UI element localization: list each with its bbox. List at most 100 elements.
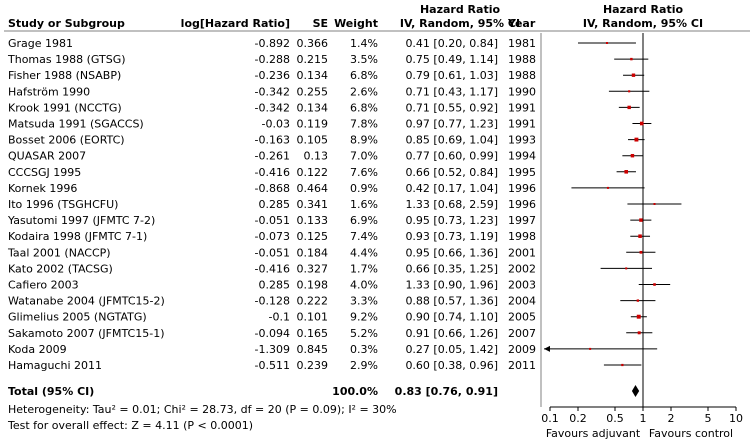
study-weight: 2.6%: [350, 85, 378, 98]
study-name: Thomas 1988 (GTSG): [7, 53, 126, 66]
study-year: 2011: [508, 359, 536, 372]
study-year: 1988: [508, 53, 536, 66]
study-ci: 0.90 [0.74, 1.10]: [405, 311, 498, 324]
x-tick-label: 5: [705, 412, 712, 425]
study-weight: 2.9%: [350, 359, 378, 372]
study-name: CCCSGJ 1995: [8, 166, 81, 179]
study-name: Hamaguchi 2011: [8, 359, 102, 372]
pooled-diamond: [631, 385, 640, 397]
total-row: Total (95% CI) 100.0% 0.83 [0.76, 0.91]: [8, 385, 498, 398]
study-weight: 1.6%: [350, 198, 378, 211]
study-loghr: -0.892: [255, 37, 290, 50]
point-estimate: [639, 250, 643, 254]
study-weight: 7.6%: [350, 166, 378, 179]
header-study: Study or Subgroup: [8, 17, 125, 30]
study-loghr: 0.285: [259, 198, 291, 211]
study-ci: 0.75 [0.49, 1.14]: [405, 53, 498, 66]
point-estimate: [636, 299, 640, 302]
point-estimate: [653, 203, 656, 205]
study-name: Sakamoto 2007 (JFMTC15-1): [8, 327, 164, 340]
study-name: Krook 1991 (NCCTG): [8, 101, 122, 114]
study-name: Kornek 1996: [8, 182, 77, 195]
study-ci: 0.88 [0.57, 1.36]: [405, 295, 498, 308]
study-name: Bosset 2006 (EORTC): [8, 134, 125, 147]
point-estimate: [639, 121, 644, 126]
study-loghr: -0.868: [255, 182, 290, 195]
study-se: 0.165: [297, 327, 329, 340]
point-estimate: [638, 234, 642, 238]
study-ci: 0.66 [0.52, 0.84]: [405, 166, 498, 179]
study-year: 2002: [508, 262, 536, 275]
study-weight: 6.9%: [350, 214, 378, 227]
study-year: 1993: [508, 134, 536, 147]
point-estimate: [625, 267, 628, 270]
study-name: Glimelius 2005 (NGTATG): [8, 311, 147, 324]
header-loghr: log[Hazard Ratio]: [181, 17, 290, 30]
x-tick-label: 10: [729, 412, 743, 425]
study-loghr: -0.288: [255, 53, 290, 66]
study-loghr: -0.511: [255, 359, 290, 372]
study-name: Koda 2009: [8, 343, 67, 356]
total-ci: 0.83 [0.76, 0.91]: [395, 385, 498, 398]
study-ci: 0.95 [0.66, 1.36]: [405, 246, 498, 259]
study-year: 1994: [508, 150, 536, 163]
study-ci: 0.71 [0.55, 0.92]: [405, 101, 498, 114]
study-weight: 0.9%: [350, 182, 378, 195]
header-hr-line1: Hazard Ratio: [420, 3, 501, 16]
study-loghr: -0.342: [255, 85, 290, 98]
study-ci: 0.41 [0.20, 0.84]: [405, 37, 498, 50]
point-estimate: [637, 331, 641, 335]
study-name: Fisher 1988 (NSABP): [8, 69, 121, 82]
study-loghr: -0.416: [255, 262, 290, 275]
study-loghr: -1.309: [255, 343, 290, 356]
favours-left-label: Favours adjuvant: [546, 427, 641, 440]
point-estimate: [628, 90, 631, 93]
study-year: 2009: [508, 343, 536, 356]
study-se: 0.341: [297, 198, 329, 211]
plot-area: 0.1 0.2 0.5 1 2 5 10 Favours adjuvant Favours co…: [540, 33, 743, 440]
study-loghr: -0.03: [262, 118, 290, 131]
study-year: 2007: [508, 327, 536, 340]
study-weight: 5.2%: [350, 327, 378, 340]
study-year: 1998: [508, 230, 536, 243]
table-header: Study or Subgroup log[Hazard Ratio] SE W…: [8, 3, 703, 30]
point-estimate: [621, 363, 624, 367]
study-loghr: -0.094: [255, 327, 290, 340]
overall-effect-text: Test for overall effect: Z = 4.11 (P < 0…: [7, 419, 253, 432]
point-estimate: [589, 347, 592, 350]
study-loghr: -0.342: [255, 101, 290, 114]
study-weight: 8.9%: [350, 134, 378, 147]
header-year: Year: [507, 17, 536, 30]
header-hr-line2: IV, Random, 95% CI: [400, 17, 520, 30]
study-weight: 7.8%: [350, 118, 378, 131]
point-estimate: [639, 218, 643, 222]
total-weight: 100.0%: [332, 385, 378, 398]
study-ci: 0.79 [0.61, 1.03]: [405, 69, 498, 82]
study-weight: 9.2%: [350, 311, 378, 324]
study-se: 0.105: [297, 134, 329, 147]
study-name: QUASAR 2007: [8, 150, 86, 163]
x-tick-label: 2: [667, 412, 674, 425]
study-year: 1981: [508, 37, 536, 50]
study-se: 0.198: [297, 279, 329, 292]
study-se: 0.366: [297, 37, 329, 50]
study-loghr: -0.236: [255, 69, 290, 82]
study-name: Watanabe 2004 (JFMTC15-2): [8, 295, 165, 308]
heterogeneity-text: Heterogeneity: Tau² = 0.01; Chi² = 28.73…: [8, 403, 397, 416]
study-loghr: 0.285: [259, 279, 291, 292]
study-se: 0.845: [297, 343, 329, 356]
study-se: 0.119: [297, 118, 329, 131]
study-year: 1995: [508, 166, 536, 179]
study-ci: 0.95 [0.73, 1.23]: [405, 214, 498, 227]
header-plot-line2: IV, Random, 95% CI: [583, 17, 703, 30]
total-label: Total (95% CI): [8, 385, 94, 398]
ci-arrow: [544, 345, 550, 352]
study-name: Kato 2002 (TACSG): [8, 262, 113, 275]
study-weight: 3.3%: [350, 295, 378, 308]
study-se: 0.122: [297, 166, 329, 179]
study-weight: 4.4%: [350, 246, 378, 259]
x-tick-label: 0.5: [606, 412, 624, 425]
study-name: Taal 2001 (NACCP): [7, 246, 111, 259]
study-name: Hafström 1990: [8, 85, 90, 98]
study-weight: 0.3%: [350, 343, 378, 356]
